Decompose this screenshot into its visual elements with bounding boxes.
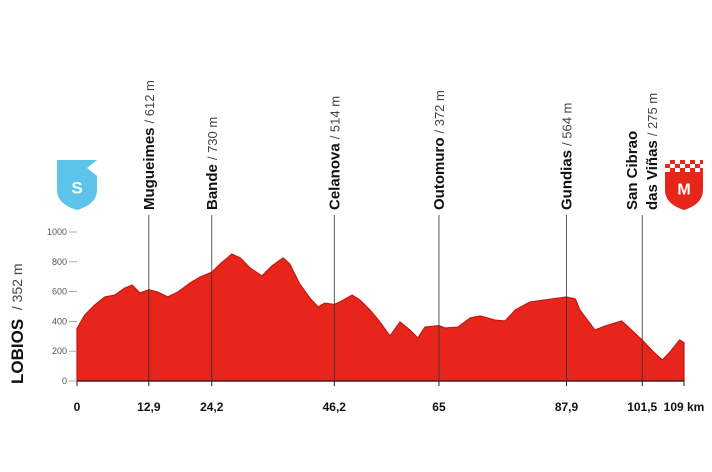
y-tick-label: 600 [52,287,67,297]
waypoint-name: Outomuro [430,138,447,211]
x-tick-label: 0 [74,400,81,414]
start-elevation: / 352 m [9,263,25,310]
x-tick-label: 101,5 [627,400,657,414]
x-tick-label: 12,9 [137,400,161,414]
waypoint-name: Celanova [326,143,343,210]
waypoint-name: Bande [203,164,220,210]
start-label: LOBIOS / 352 m [8,263,27,384]
waypoint-label: das Viñas / 275 m [644,93,661,210]
x-tick-label: 65 [432,400,446,414]
start-letter: S [71,179,82,198]
waypoint-name: das Viñas [644,140,661,210]
waypoint-elevation: / 730 m [204,117,219,160]
waypoint-elevation: / 372 m [431,90,446,133]
waypoint-name: Mugueimes [140,127,157,210]
waypoint-label: Gundias / 564 m [558,103,575,210]
x-tick-label: 109 km [664,400,705,414]
x-tick-label: 24,2 [200,400,224,414]
start-name: LOBIOS [8,319,27,384]
waypoint-elevation: / 612 m [141,80,156,123]
y-tick-label: 200 [52,346,67,356]
waypoint-elevation: / 564 m [559,103,574,146]
y-tick-label: 1000 [47,227,67,237]
start-badge: S [57,160,97,210]
waypoint-name: San Cibrao [624,131,641,210]
finish-badge: M [665,160,703,210]
x-tick-label: 87,9 [555,400,579,414]
waypoint-label: Mugueimes / 612 m [140,80,157,210]
waypoint-label: San Cibrao [624,131,641,210]
waypoint-name: Gundias [558,150,575,210]
waypoint-elevation: / 514 m [327,96,342,139]
waypoint-label: Celanova / 514 m [326,96,343,210]
x-tick-label: 46,2 [323,400,347,414]
y-tick-label: 800 [52,257,67,267]
waypoint-label: Outomuro / 372 m [430,90,447,210]
elevation-profile [76,253,685,382]
waypoint-label: Bande / 730 m [203,117,220,210]
finish-letter: M [677,182,690,199]
y-tick-label: 400 [52,316,67,326]
waypoint-elevation: / 275 m [645,93,660,136]
y-tick-label: 0 [62,376,67,386]
